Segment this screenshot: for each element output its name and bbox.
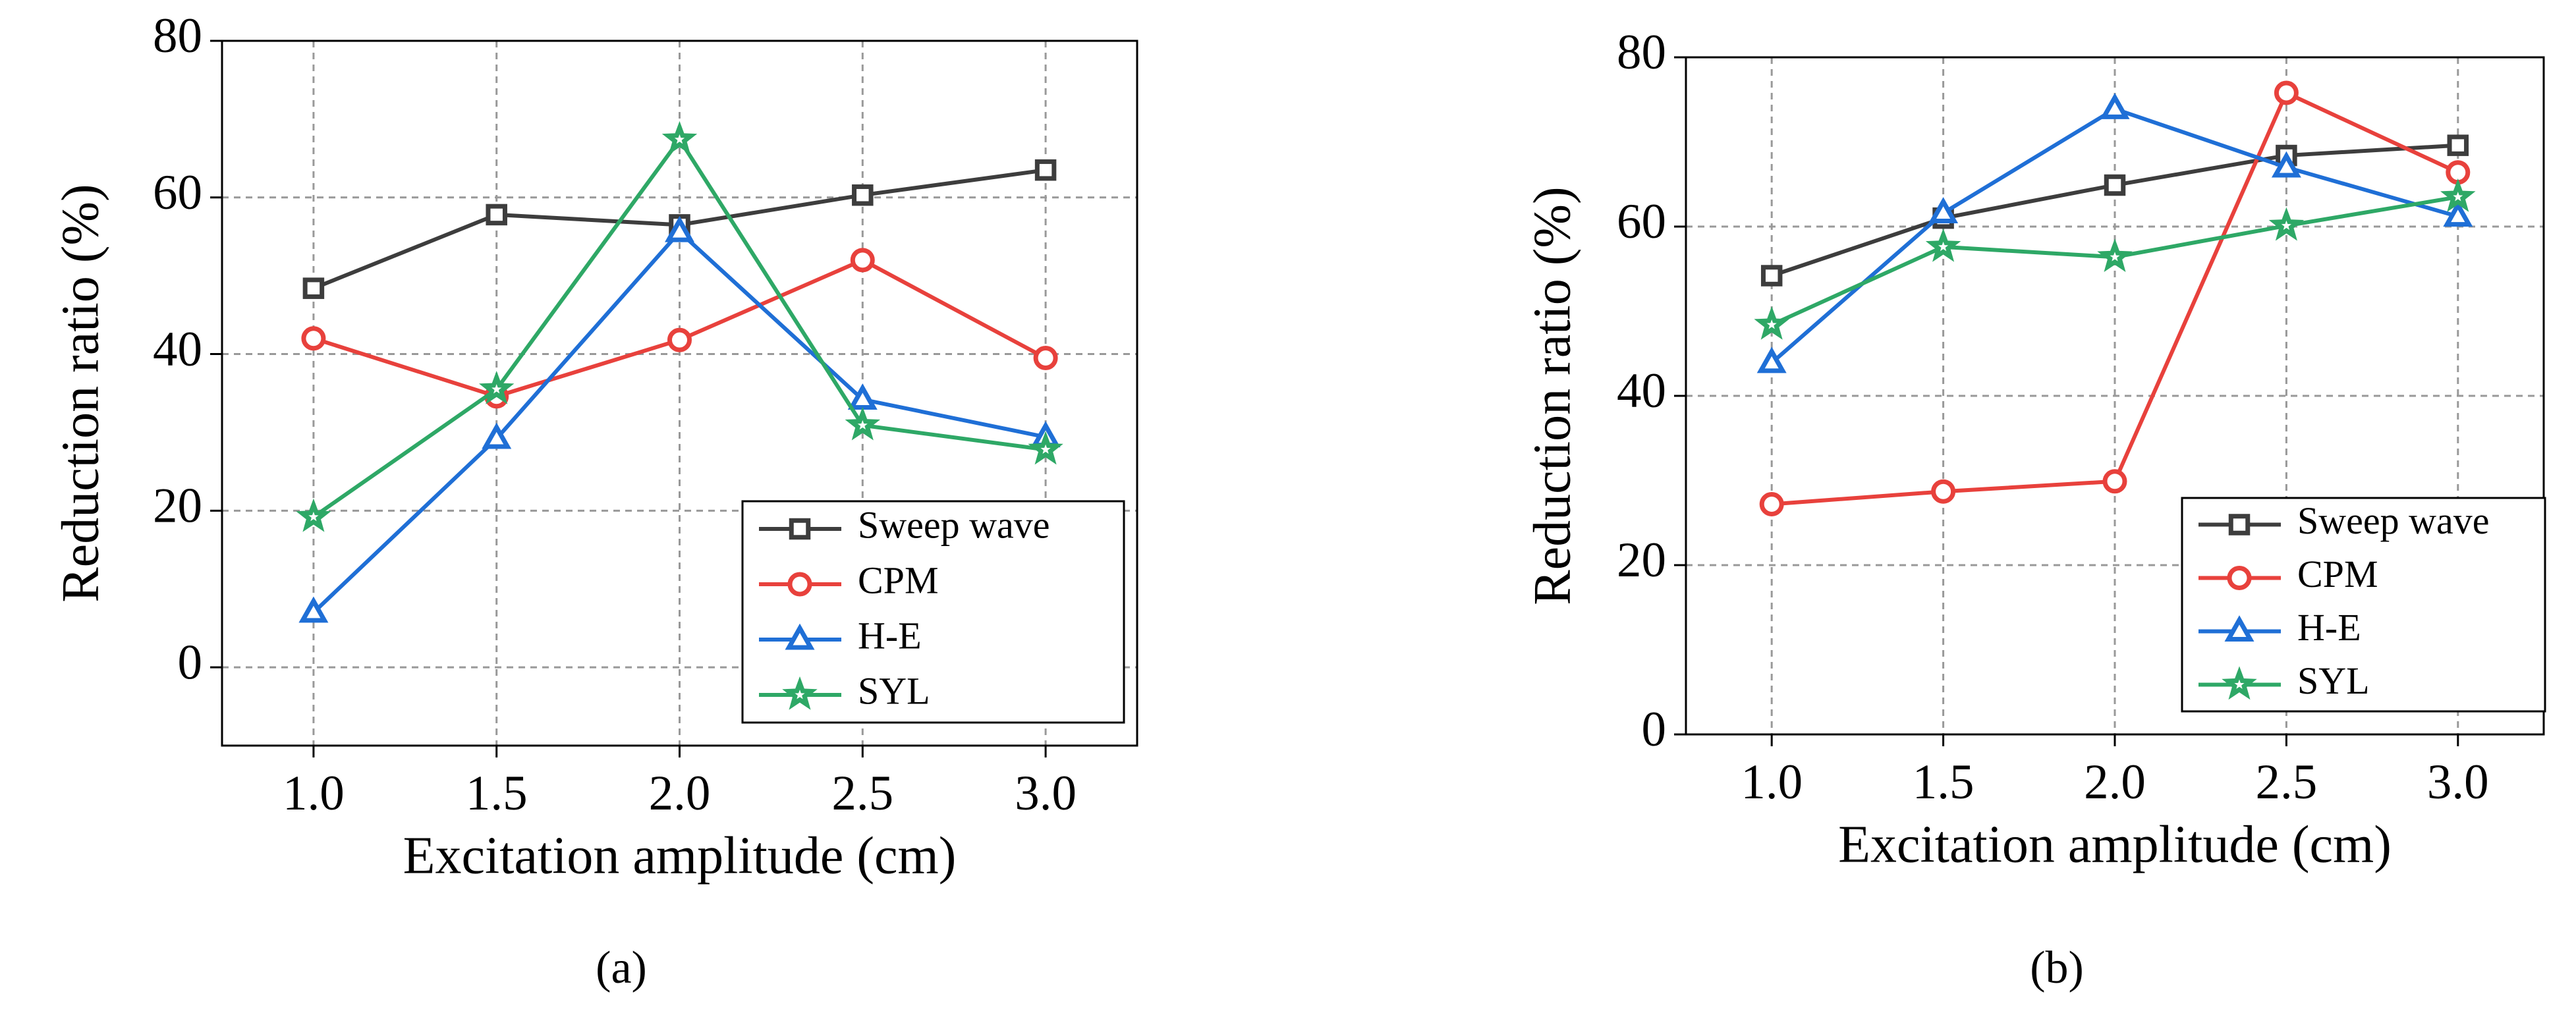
y-tick-label: 0 — [178, 635, 203, 690]
caption: (b) — [2030, 943, 2084, 993]
marker — [1756, 346, 1787, 373]
legend-label: H-E — [2297, 606, 2361, 649]
marker — [2447, 134, 2469, 156]
legend-label: Sweep wave — [2297, 499, 2490, 542]
marker — [482, 422, 512, 449]
legend-label: CPM — [2297, 553, 2378, 595]
marker — [785, 623, 815, 650]
marker — [486, 204, 507, 226]
x-tick-label: 2.5 — [2256, 755, 2318, 809]
marker — [298, 596, 329, 623]
legend-label: SYL — [858, 669, 930, 712]
marker — [2224, 615, 2254, 642]
marker — [2100, 93, 2130, 119]
marker — [302, 277, 325, 299]
marker — [301, 326, 326, 351]
x-tick-label: 2.0 — [649, 766, 711, 821]
marker — [661, 121, 698, 155]
marker — [1759, 491, 1784, 516]
x-axis-label: Excitation amplitude (cm) — [1838, 815, 2392, 873]
marker — [1925, 228, 1961, 262]
y-axis-label: Reduction ratio (%) — [1523, 186, 1581, 605]
marker — [845, 406, 881, 441]
x-tick-label: 1.0 — [1741, 755, 1803, 809]
marker — [1760, 265, 1783, 287]
marker — [1931, 479, 1956, 504]
y-tick-label: 60 — [153, 165, 202, 220]
y-tick-label: 60 — [1617, 194, 1666, 249]
plot-frame — [1685, 56, 2545, 736]
marker — [2228, 514, 2251, 535]
legend-label: Sweep wave — [858, 503, 1050, 546]
marker — [2104, 174, 2126, 196]
marker — [2271, 151, 2301, 178]
plot-frame — [221, 40, 1138, 747]
y-tick-label: 40 — [1617, 364, 1666, 418]
x-axis-label: Excitation amplitude (cm) — [403, 827, 957, 885]
x-tick-label: 2.5 — [831, 766, 893, 821]
marker — [1033, 346, 1058, 370]
marker — [787, 572, 812, 597]
x-tick-label: 2.0 — [2084, 755, 2146, 809]
y-tick-label: 20 — [1617, 533, 1666, 588]
y-tick-label: 20 — [153, 479, 202, 534]
marker — [2268, 207, 2305, 241]
x-tick-label: 1.0 — [283, 766, 345, 821]
marker — [665, 215, 694, 242]
marker — [2227, 566, 2252, 590]
marker — [1028, 431, 1063, 465]
y-tick-label: 80 — [153, 9, 202, 63]
marker — [2222, 666, 2257, 700]
marker — [1754, 306, 1789, 340]
marker — [789, 518, 811, 540]
marker — [2102, 469, 2127, 494]
marker — [478, 370, 515, 404]
legend-label: SYL — [2297, 659, 2370, 702]
marker — [2440, 178, 2476, 212]
marker — [1928, 197, 1959, 223]
marker — [852, 184, 874, 206]
x-tick-label: 1.5 — [1913, 755, 1974, 809]
y-tick-label: 80 — [1617, 25, 1666, 80]
y-tick-label: 40 — [153, 322, 202, 377]
marker — [2274, 80, 2299, 105]
x-tick-label: 3.0 — [2427, 755, 2489, 809]
marker — [850, 248, 875, 273]
marker — [782, 676, 818, 710]
marker — [2443, 200, 2473, 227]
x-tick-label: 3.0 — [1015, 766, 1077, 821]
x-tick-label: 1.5 — [466, 766, 528, 821]
marker — [296, 498, 331, 532]
caption: (a) — [596, 943, 647, 993]
marker — [1034, 159, 1057, 181]
marker — [2097, 238, 2133, 272]
y-axis-label: Reduction ratio (%) — [51, 184, 109, 602]
legend-label: H-E — [858, 614, 922, 657]
legend-label: CPM — [858, 559, 939, 601]
y-tick-label: 0 — [1642, 702, 1667, 757]
marker — [667, 327, 692, 352]
